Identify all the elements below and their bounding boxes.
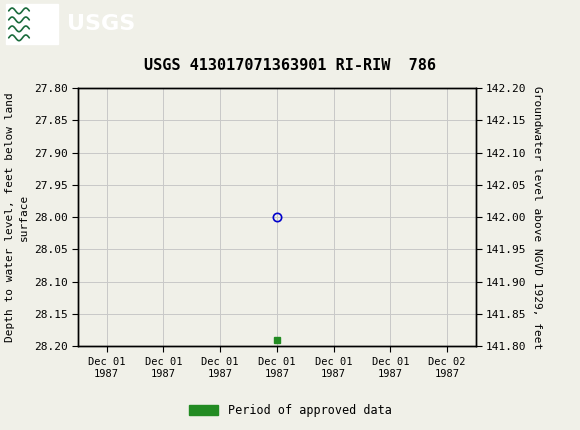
Y-axis label: Groundwater level above NGVD 1929, feet: Groundwater level above NGVD 1929, feet	[532, 86, 542, 349]
Y-axis label: Depth to water level, feet below land
surface: Depth to water level, feet below land su…	[5, 92, 28, 342]
Text: USGS: USGS	[67, 14, 135, 34]
Legend: Period of approved data: Period of approved data	[184, 399, 396, 422]
Bar	[6, 4, 58, 43]
Text: USGS 413017071363901 RI-RIW  786: USGS 413017071363901 RI-RIW 786	[144, 58, 436, 73]
